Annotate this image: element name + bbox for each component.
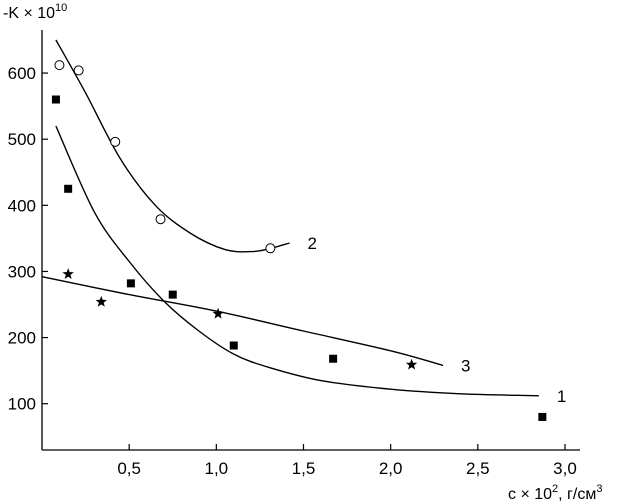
point-series-3 <box>405 358 418 370</box>
x-tick-label: 1,0 <box>205 459 229 478</box>
y-tick-label: 400 <box>8 196 36 215</box>
x-axis-label: c × 102, г/см3 <box>508 483 602 503</box>
curve-1 <box>55 125 539 397</box>
data-points <box>51 60 547 421</box>
y-tick-label: 100 <box>8 395 36 414</box>
point-series-3 <box>62 268 74 279</box>
point-series-2 <box>265 243 276 254</box>
point-series-1 <box>51 95 60 104</box>
y-tick-label: 500 <box>8 130 36 149</box>
x-tick-label: 2,5 <box>466 459 490 478</box>
curve-3 <box>41 276 444 367</box>
x-tick-label: 1,5 <box>292 459 316 478</box>
curve-label-2: 2 <box>308 234 317 253</box>
y-tick-label: 300 <box>8 262 36 281</box>
y-tick-label: 600 <box>8 64 36 83</box>
curve-label-1: 1 <box>557 387 566 406</box>
point-series-2 <box>155 214 166 225</box>
x-tick-label: 0,5 <box>117 459 141 478</box>
x-tick-label: 2,0 <box>379 459 403 478</box>
point-series-1 <box>168 290 177 299</box>
axes: 0,5 1,0 1,5 2,0 2,5 3,0 100 200 300 400 500 600 -K ×… <box>3 2 602 503</box>
y-tick-label: 200 <box>8 329 36 348</box>
point-series-2 <box>110 136 121 147</box>
y-axis-label: -K × 1010 <box>3 2 67 22</box>
point-series-1 <box>329 354 338 363</box>
point-series-2 <box>73 65 84 76</box>
x-tick-label: 3,0 <box>553 459 577 478</box>
point-series-2 <box>54 60 65 71</box>
curve-label-3: 3 <box>461 356 470 375</box>
fit-curves <box>41 39 539 397</box>
point-series-3 <box>95 295 107 307</box>
labels: 1 2 3 <box>308 234 567 406</box>
point-series-3 <box>212 307 224 319</box>
point-series-1 <box>126 279 135 288</box>
point-series-1 <box>64 184 73 193</box>
point-series-1 <box>538 412 547 421</box>
curve-2 <box>55 39 290 253</box>
point-series-1 <box>229 341 238 350</box>
